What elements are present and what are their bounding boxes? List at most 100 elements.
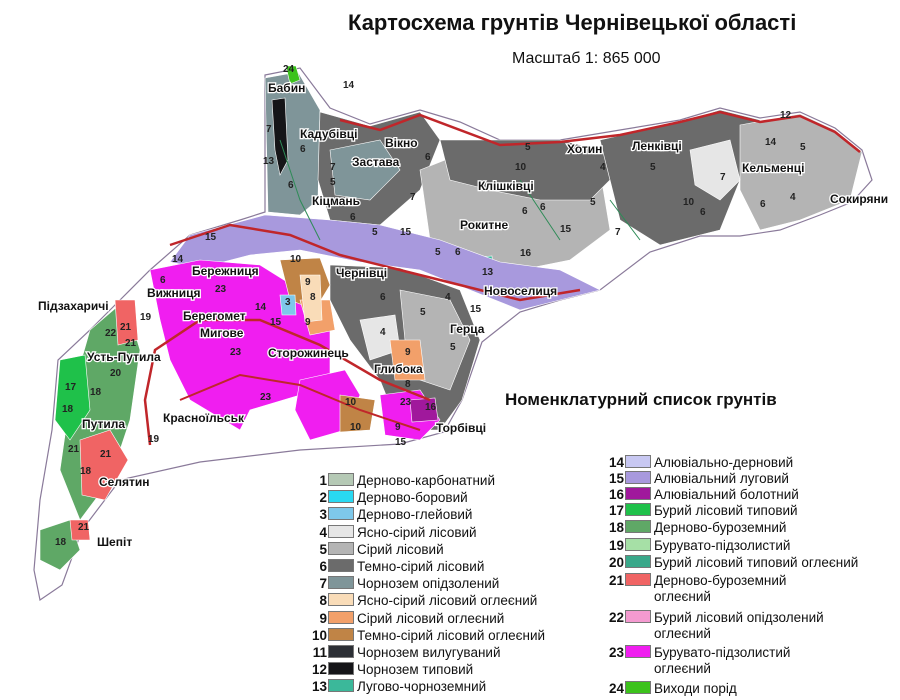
soil-code-label: 6 <box>522 206 528 217</box>
soil-code-label: 3 <box>285 297 291 308</box>
town-label: Кіцмань <box>312 194 360 208</box>
soil-code-label: 7 <box>266 124 272 135</box>
legend-swatch <box>328 576 354 590</box>
soil-code-label: 15 <box>205 232 217 243</box>
soil-code-label: 14 <box>255 302 267 313</box>
zone-21 <box>114 299 139 346</box>
legend-item: 6 Темно-сірий лісовий <box>305 559 484 575</box>
legend-item: 4 Ясно-сірий лісовий <box>305 524 477 541</box>
soil-code-label: 23 <box>230 347 242 358</box>
town-label: Селятин <box>99 475 149 489</box>
soil-code-label: 22 <box>105 328 117 339</box>
river-prut <box>169 223 581 302</box>
soil-code-label: 5 <box>372 227 378 238</box>
legend-label: Алювіальний болотний <box>654 487 799 502</box>
soil-code-label: 13 <box>263 156 275 167</box>
zone-9b <box>389 339 426 381</box>
soil-code-label: 8 <box>310 292 316 303</box>
soil-code-label: 8 <box>405 379 411 390</box>
legend-item: 17 Бурий лісовий типовий <box>602 503 798 519</box>
legend-swatch <box>328 627 354 641</box>
soil-code-label: 6 <box>380 292 386 303</box>
town-label: Новоселиця <box>484 284 557 298</box>
soil-code-label: 7 <box>720 172 726 183</box>
legend-swatch <box>625 455 651 468</box>
soil-code-label: 5 <box>590 197 596 208</box>
town-label: Вікно <box>385 136 418 150</box>
legend-swatch <box>328 559 354 572</box>
legend-label: Виходи порід <box>654 681 737 696</box>
soil-code-label: 6 <box>540 202 546 213</box>
soil-code-label: 5 <box>525 142 531 153</box>
legend-item: 20 Бурий лісовий типовий оглеєний <box>602 555 858 571</box>
town-label: Кадубівці <box>300 127 357 141</box>
zone-8 <box>299 274 323 323</box>
soil-code-label: 16 <box>425 402 437 413</box>
road-line <box>279 139 641 241</box>
legend-swatch <box>328 610 354 624</box>
soil-code-label: 7 <box>330 162 336 173</box>
legend-number: 16 <box>608 487 624 502</box>
legend-title: Номенклатурний список грунтів <box>505 390 777 409</box>
town-label: Кельменці <box>742 161 805 175</box>
legend-number: 7 <box>319 576 327 592</box>
legend-number: 5 <box>319 541 327 557</box>
soil-code-label: 18 <box>55 537 67 548</box>
legend-label: Бурувато-підзолистий <box>654 538 791 553</box>
legend-item: 5 Сірий лісовий <box>305 541 444 558</box>
legend-item: 8 Ясно-сірий лісовий оглеєний <box>305 593 537 609</box>
legend-number: 22 <box>608 610 624 625</box>
legend-item: 12 Чорнозем типовий <box>305 662 473 678</box>
legend-label: Дерново-карбонатний <box>357 473 495 488</box>
legend-number: 2 <box>319 490 327 506</box>
legend-swatch <box>625 573 651 586</box>
soil-code-label: 15 <box>395 437 407 448</box>
zone-15 <box>169 214 601 311</box>
legend-label: Алювіально-дерновий <box>654 455 794 470</box>
soil-code-label: 4 <box>600 162 606 173</box>
legend-item: 11 Чорнозем вилугуваний <box>305 645 500 661</box>
soil-code-label: 5 <box>330 177 336 188</box>
legend-item: 1 Дерново-карбонатний <box>305 473 495 489</box>
soil-code-label: 6 <box>455 247 461 258</box>
legend-label: Чорнозем типовий <box>357 662 474 678</box>
zone-12 <box>271 97 289 176</box>
legend-item: 18 Дерново-буроземний <box>602 520 786 536</box>
soil-code-label: 10 <box>515 162 527 173</box>
soil-code-label: 19 <box>148 434 160 445</box>
town-label: Чернівці <box>336 266 387 280</box>
soil-code-label: 6 <box>700 207 706 218</box>
legend-swatch <box>625 471 651 484</box>
legend-number: 20 <box>608 555 624 570</box>
map-title: Картосхема грунтів Чернівецької області <box>348 10 797 35</box>
zone-4 <box>689 139 741 201</box>
legend-number: 12 <box>311 662 327 678</box>
legend-label: Темно-сірий лісовий оглеєний <box>357 627 546 643</box>
soil-code-label: 19 <box>140 312 152 323</box>
soil-code-label: 13 <box>482 267 494 278</box>
town-label: Сторожинець <box>268 346 349 360</box>
legend-item: 24 Виходи порід <box>602 681 737 697</box>
legend-number: 13 <box>311 679 327 695</box>
soil-code-label: 15 <box>470 304 482 315</box>
legend-swatch <box>625 520 651 533</box>
legend-item: 14 Алювіально-дерновий <box>602 455 793 471</box>
legend-swatch <box>625 610 651 623</box>
soil-code-label: 6 <box>288 180 294 191</box>
legend-swatch <box>328 524 354 538</box>
zone-17 <box>54 354 91 441</box>
legend-label: Чорнозем вилугуваний <box>357 645 501 660</box>
zone-5b <box>739 113 863 231</box>
legend-label: Ясно-сірий лісовий <box>357 524 477 540</box>
town-label: Герца <box>450 322 485 336</box>
legend-number: 10 <box>311 627 327 643</box>
legend-swatch <box>625 645 651 658</box>
town-label: Красноїльськ <box>163 411 245 425</box>
river-siret <box>143 318 431 446</box>
legend-label: Бурувато-підзолистий <box>654 645 791 660</box>
soil-code-label: 6 <box>760 199 766 210</box>
soil-code-label: 10 <box>350 422 362 433</box>
town-label: Застава <box>352 155 400 169</box>
zone-24 <box>285 65 301 85</box>
